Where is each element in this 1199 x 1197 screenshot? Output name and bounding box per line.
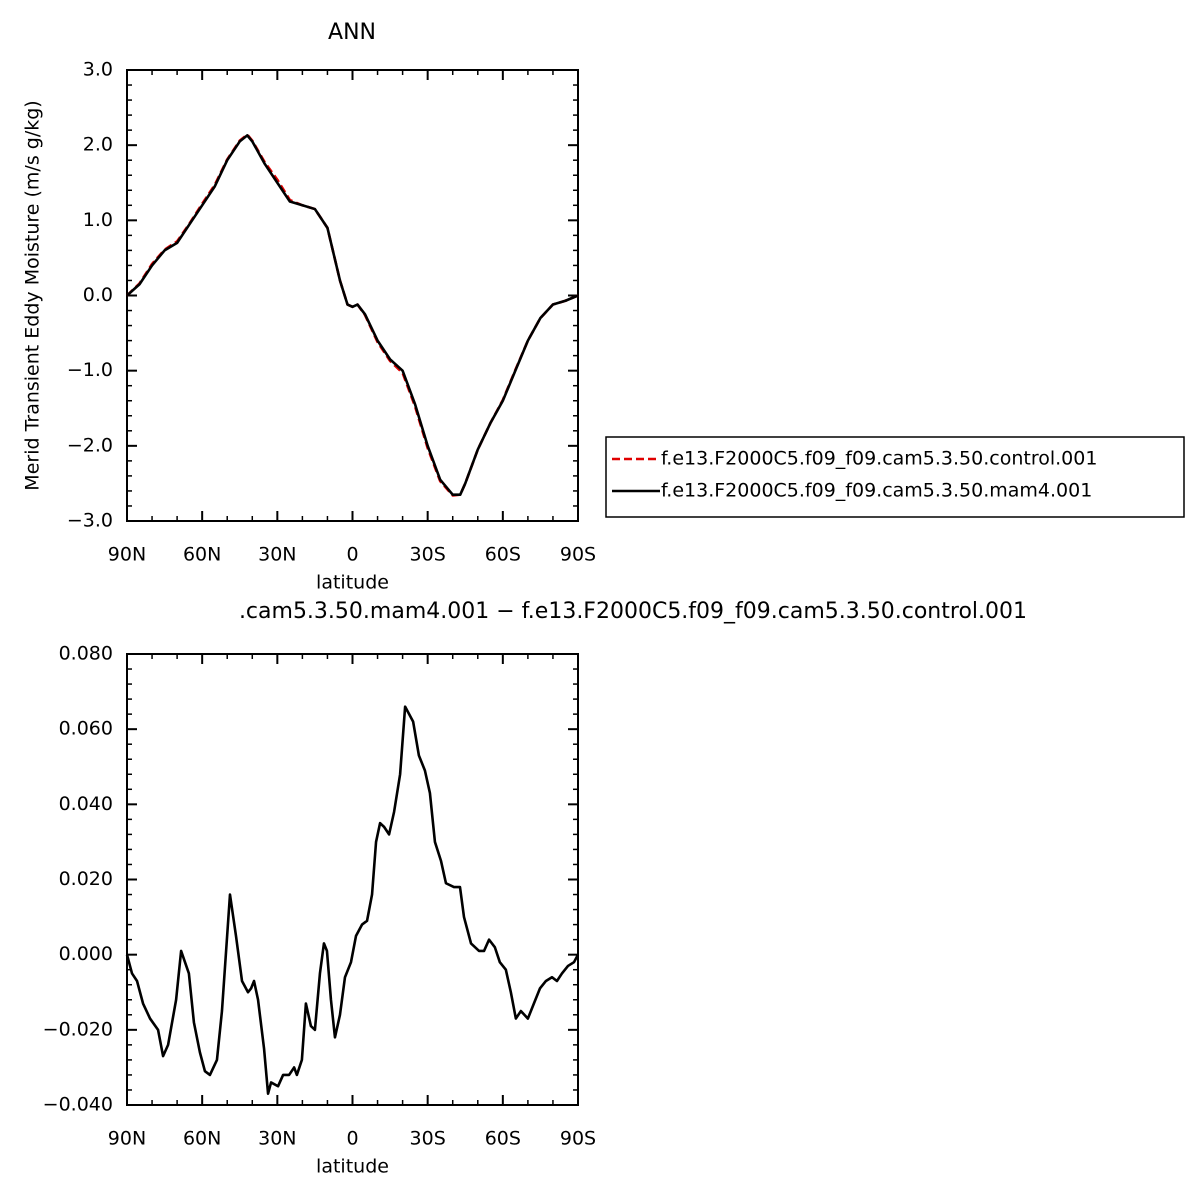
- x-tick-label: 60S: [485, 544, 521, 566]
- plot-frame: [126, 69, 579, 522]
- data-line: [125, 705, 580, 1096]
- x-tick-label: 90N: [108, 544, 146, 566]
- x-tick-label: 90S: [560, 544, 596, 566]
- y-tick-label: −0.040: [43, 1094, 113, 1116]
- y-tick-label: 0.060: [59, 718, 113, 740]
- chart-title: ANN: [328, 20, 376, 45]
- y-tick-label: 2.0: [83, 134, 113, 156]
- x-tick-label: 30S: [410, 544, 446, 566]
- x-axis-label: latitude: [316, 572, 389, 594]
- y-tick-label: 0.020: [59, 868, 113, 890]
- data-line: [126, 134, 579, 496]
- legend-label: f.e13.F2000C5.f09_f09.cam5.3.50.mam4.001: [661, 480, 1092, 502]
- x-tick-label: 0: [346, 1128, 358, 1150]
- y-tick-label: 0.080: [59, 643, 113, 665]
- x-tick-label: 30S: [410, 1128, 446, 1150]
- x-tick-label: 60N: [183, 1128, 221, 1150]
- x-tick-label: 30N: [258, 544, 296, 566]
- x-tick-label: 0: [346, 544, 358, 566]
- data-line: [126, 133, 579, 497]
- y-tick-label: 0.040: [59, 793, 113, 815]
- x-tick-label: 60N: [183, 544, 221, 566]
- chart-title: .cam5.3.50.mam4.001 − f.e13.F2000C5.f09_…: [239, 599, 1027, 624]
- plot-frame: [126, 653, 579, 1106]
- y-tick-label: 0.0: [83, 284, 113, 306]
- y-tick-label: 3.0: [83, 59, 113, 81]
- y-axis-label: Merid Transient Eddy Moisture (m/s g/kg): [22, 100, 44, 490]
- x-tick-label: 30N: [258, 1128, 296, 1150]
- y-tick-label: −2.0: [67, 434, 113, 456]
- x-tick-label: 60S: [485, 1128, 521, 1150]
- legend-label: f.e13.F2000C5.f09_f09.cam5.3.50.control.…: [661, 448, 1097, 470]
- x-tick-label: 90S: [560, 1128, 596, 1150]
- y-tick-label: 0.000: [59, 943, 113, 965]
- legend-box: [605, 436, 1185, 518]
- y-tick-label: −1.0: [67, 359, 113, 381]
- x-tick-label: 90N: [108, 1128, 146, 1150]
- y-tick-label: 1.0: [83, 209, 113, 231]
- x-axis-label: latitude: [316, 1156, 389, 1178]
- y-tick-label: −3.0: [67, 510, 113, 532]
- y-tick-label: −0.020: [43, 1018, 113, 1040]
